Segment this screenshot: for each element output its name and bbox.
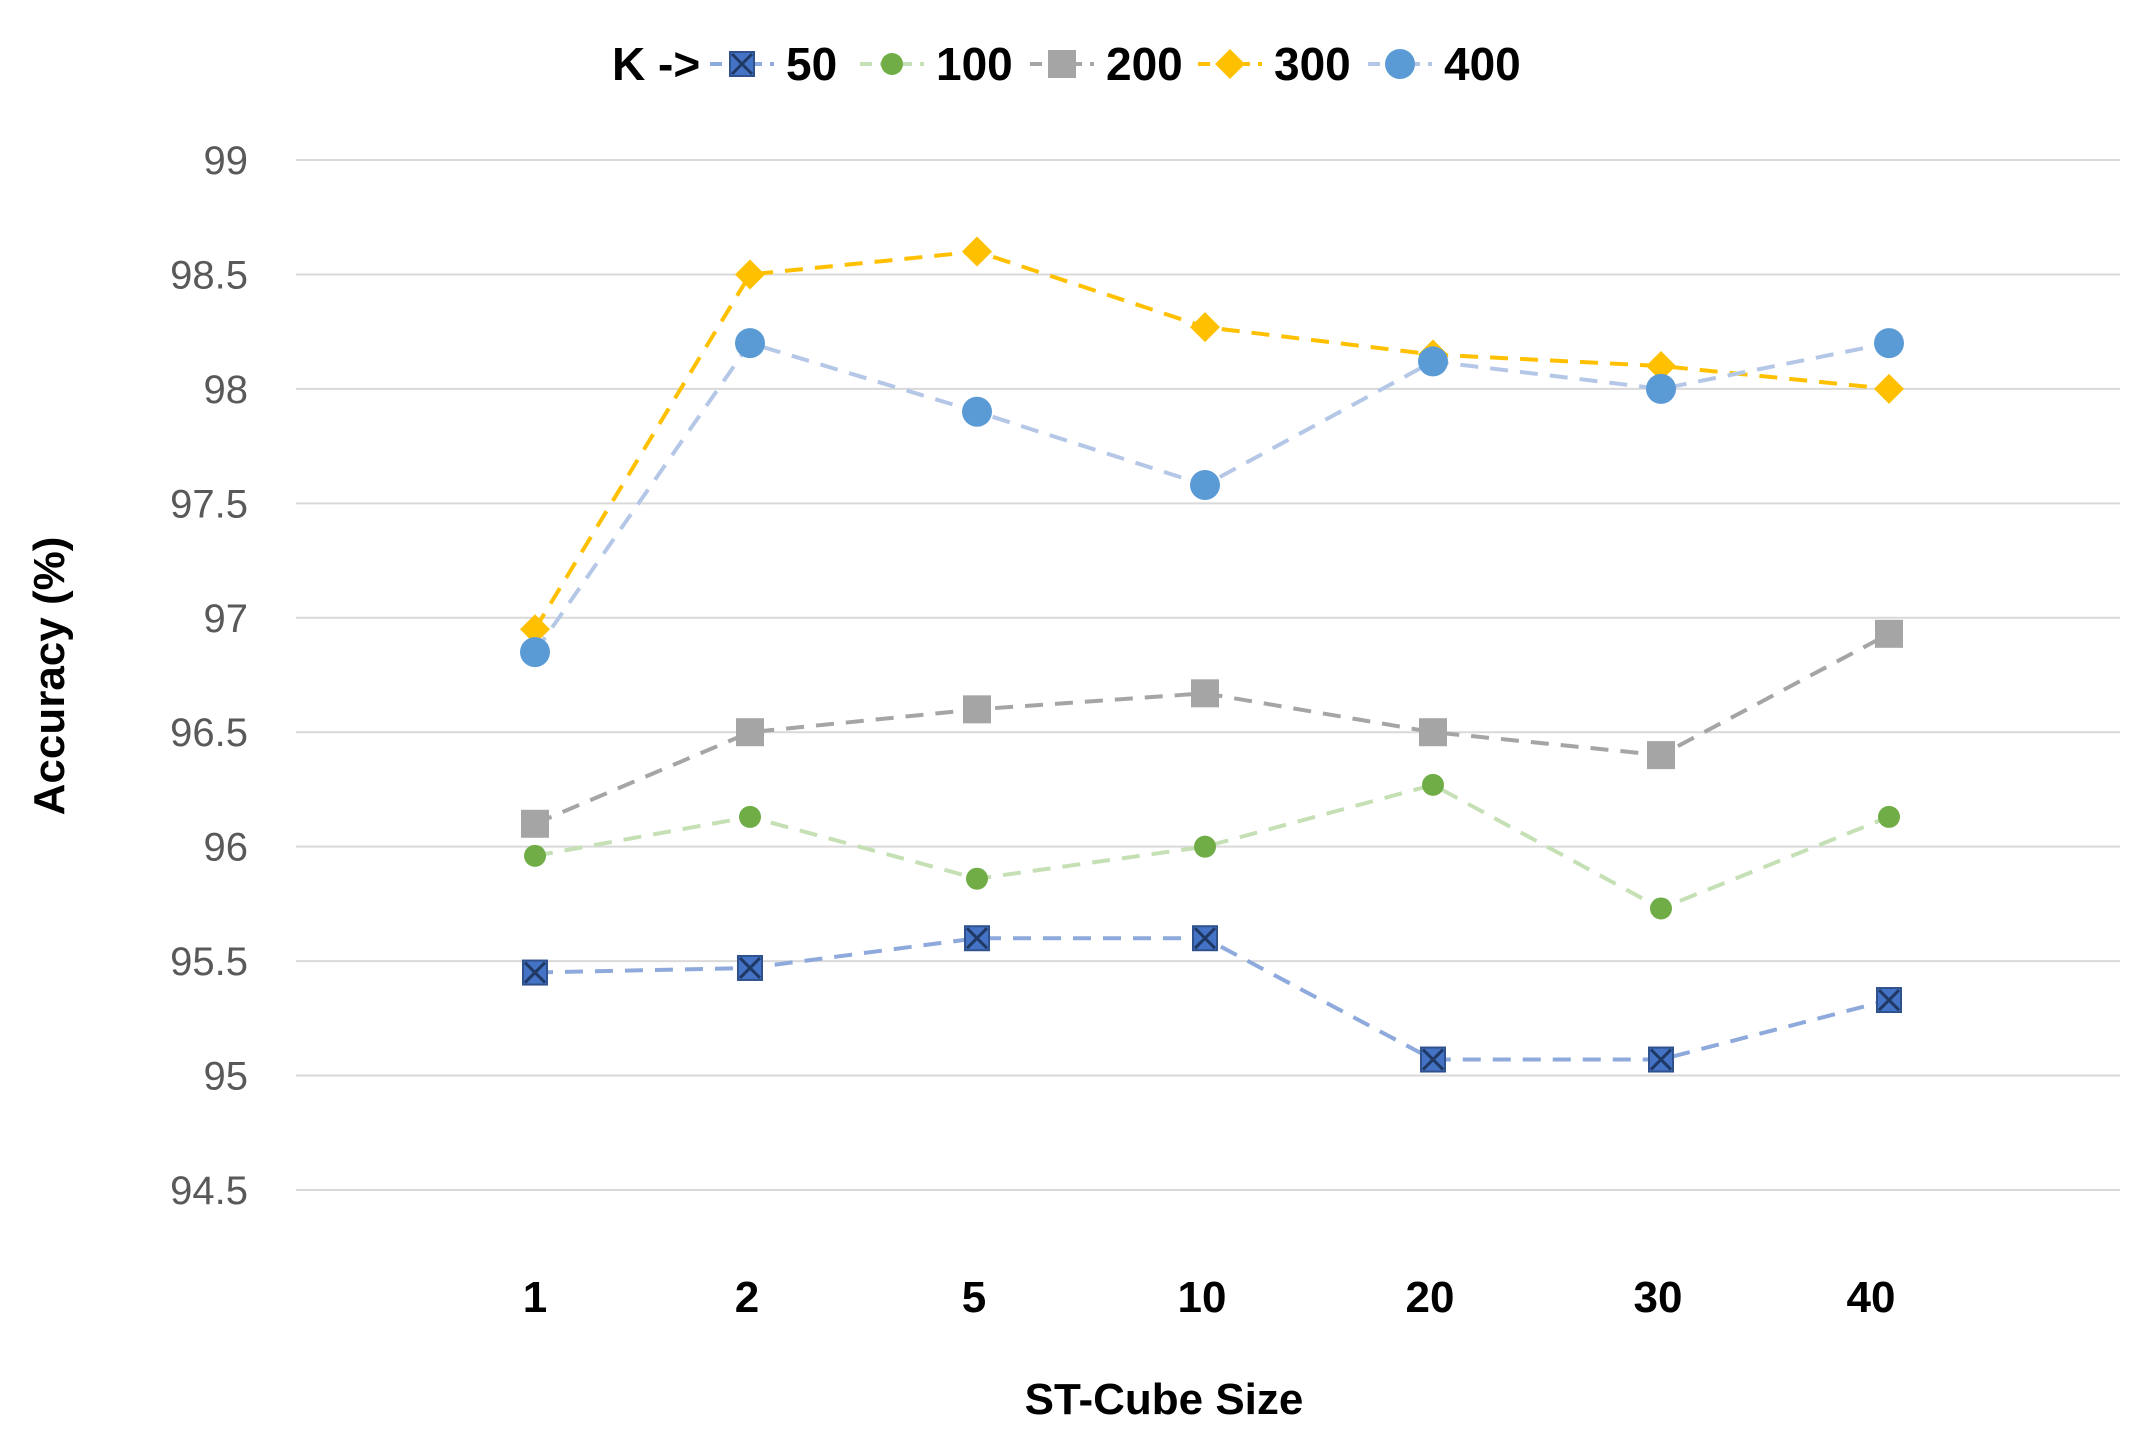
data-point (1422, 773, 1444, 796)
y-axis-title: Accuracy (%) (25, 537, 74, 816)
y-tick-label: 95.5 (170, 940, 248, 984)
data-point (1418, 346, 1448, 377)
data-point (739, 805, 761, 828)
data-point (1876, 987, 1902, 1014)
legend-label: 300 (1274, 38, 1351, 90)
series-line (533, 249, 1890, 631)
legend-item-50: 50 (710, 38, 837, 90)
data-point (1420, 1046, 1446, 1073)
data-point (1419, 718, 1447, 747)
legend-label: 100 (936, 38, 1013, 90)
data-point (1194, 835, 1216, 858)
y-axis-ticks: 94.5 95 95.5 96 96.5 97 97.5 98 98.5 99 (170, 139, 248, 1213)
data-point (520, 614, 550, 645)
legend-marker (729, 51, 755, 77)
series-400 (520, 328, 1904, 668)
data-point (963, 695, 991, 724)
legend-label: 50 (786, 38, 837, 90)
y-tick-label: 95 (204, 1055, 249, 1099)
x-axis-ticks: 1 2 5 10 20 30 40 (523, 1273, 1896, 1322)
x-tick-label: 2 (735, 1273, 759, 1322)
series-100 (524, 773, 1900, 920)
x-tick-label: 30 (1634, 1273, 1683, 1322)
y-tick-label: 97.5 (170, 482, 248, 526)
x-tick-label: 20 (1406, 1273, 1455, 1322)
x-tick-label: 1 (523, 1273, 547, 1322)
data-point (1646, 373, 1676, 404)
data-point (1878, 805, 1900, 828)
data-point (1190, 470, 1220, 501)
data-point (1874, 373, 1904, 404)
legend-item-100: 100 (860, 38, 1013, 90)
legend-marker (1385, 49, 1415, 79)
data-point (964, 925, 990, 952)
y-tick-label: 94.5 (170, 1169, 248, 1213)
legend: K -> 50 100 200 300 400 (612, 38, 1521, 90)
x-tick-label: 40 (1847, 1273, 1896, 1322)
data-point (521, 809, 549, 838)
x-tick-label: 10 (1178, 1273, 1227, 1322)
data-point (735, 328, 765, 359)
data-point (736, 718, 764, 747)
legend-item-400: 400 (1368, 38, 1521, 90)
data-point (1647, 741, 1675, 770)
data-point (524, 844, 546, 867)
y-tick-label: 97 (204, 597, 249, 641)
data-point (1650, 897, 1672, 920)
data-point (1190, 312, 1220, 343)
data-point (966, 867, 988, 890)
legend-marker (1048, 50, 1076, 78)
y-tick-label: 98.5 (170, 253, 248, 297)
series-50 (522, 925, 1902, 1073)
data-point (520, 637, 550, 668)
data-point (1192, 925, 1218, 952)
y-tick-label: 99 (204, 139, 249, 183)
data-point (1874, 328, 1904, 359)
x-tick-label: 5 (962, 1273, 986, 1322)
legend-title: K -> (612, 38, 700, 90)
legend-item-300: 300 (1198, 38, 1351, 90)
data-point (735, 259, 765, 290)
legend-marker (881, 53, 903, 75)
series-200 (521, 619, 1903, 838)
legend-label: 200 (1106, 38, 1183, 90)
x-axis-title: ST-Cube Size (1025, 1375, 1304, 1424)
y-tick-label: 96 (204, 826, 249, 870)
legend-label: 400 (1444, 38, 1521, 90)
data-point (1875, 619, 1903, 648)
data-point (522, 959, 548, 986)
data-point (737, 954, 763, 981)
series-300 (520, 236, 1904, 645)
grid-lines (296, 159, 2120, 1191)
data-point (1191, 679, 1219, 708)
series-group (520, 236, 1904, 1073)
data-point (962, 396, 992, 427)
y-tick-label: 96.5 (170, 711, 248, 755)
data-point (1648, 1046, 1674, 1073)
legend-marker (1215, 49, 1245, 79)
data-point (962, 236, 992, 267)
legend-item-200: 200 (1030, 38, 1183, 90)
data-point (1646, 351, 1676, 381)
y-tick-label: 98 (204, 368, 249, 412)
